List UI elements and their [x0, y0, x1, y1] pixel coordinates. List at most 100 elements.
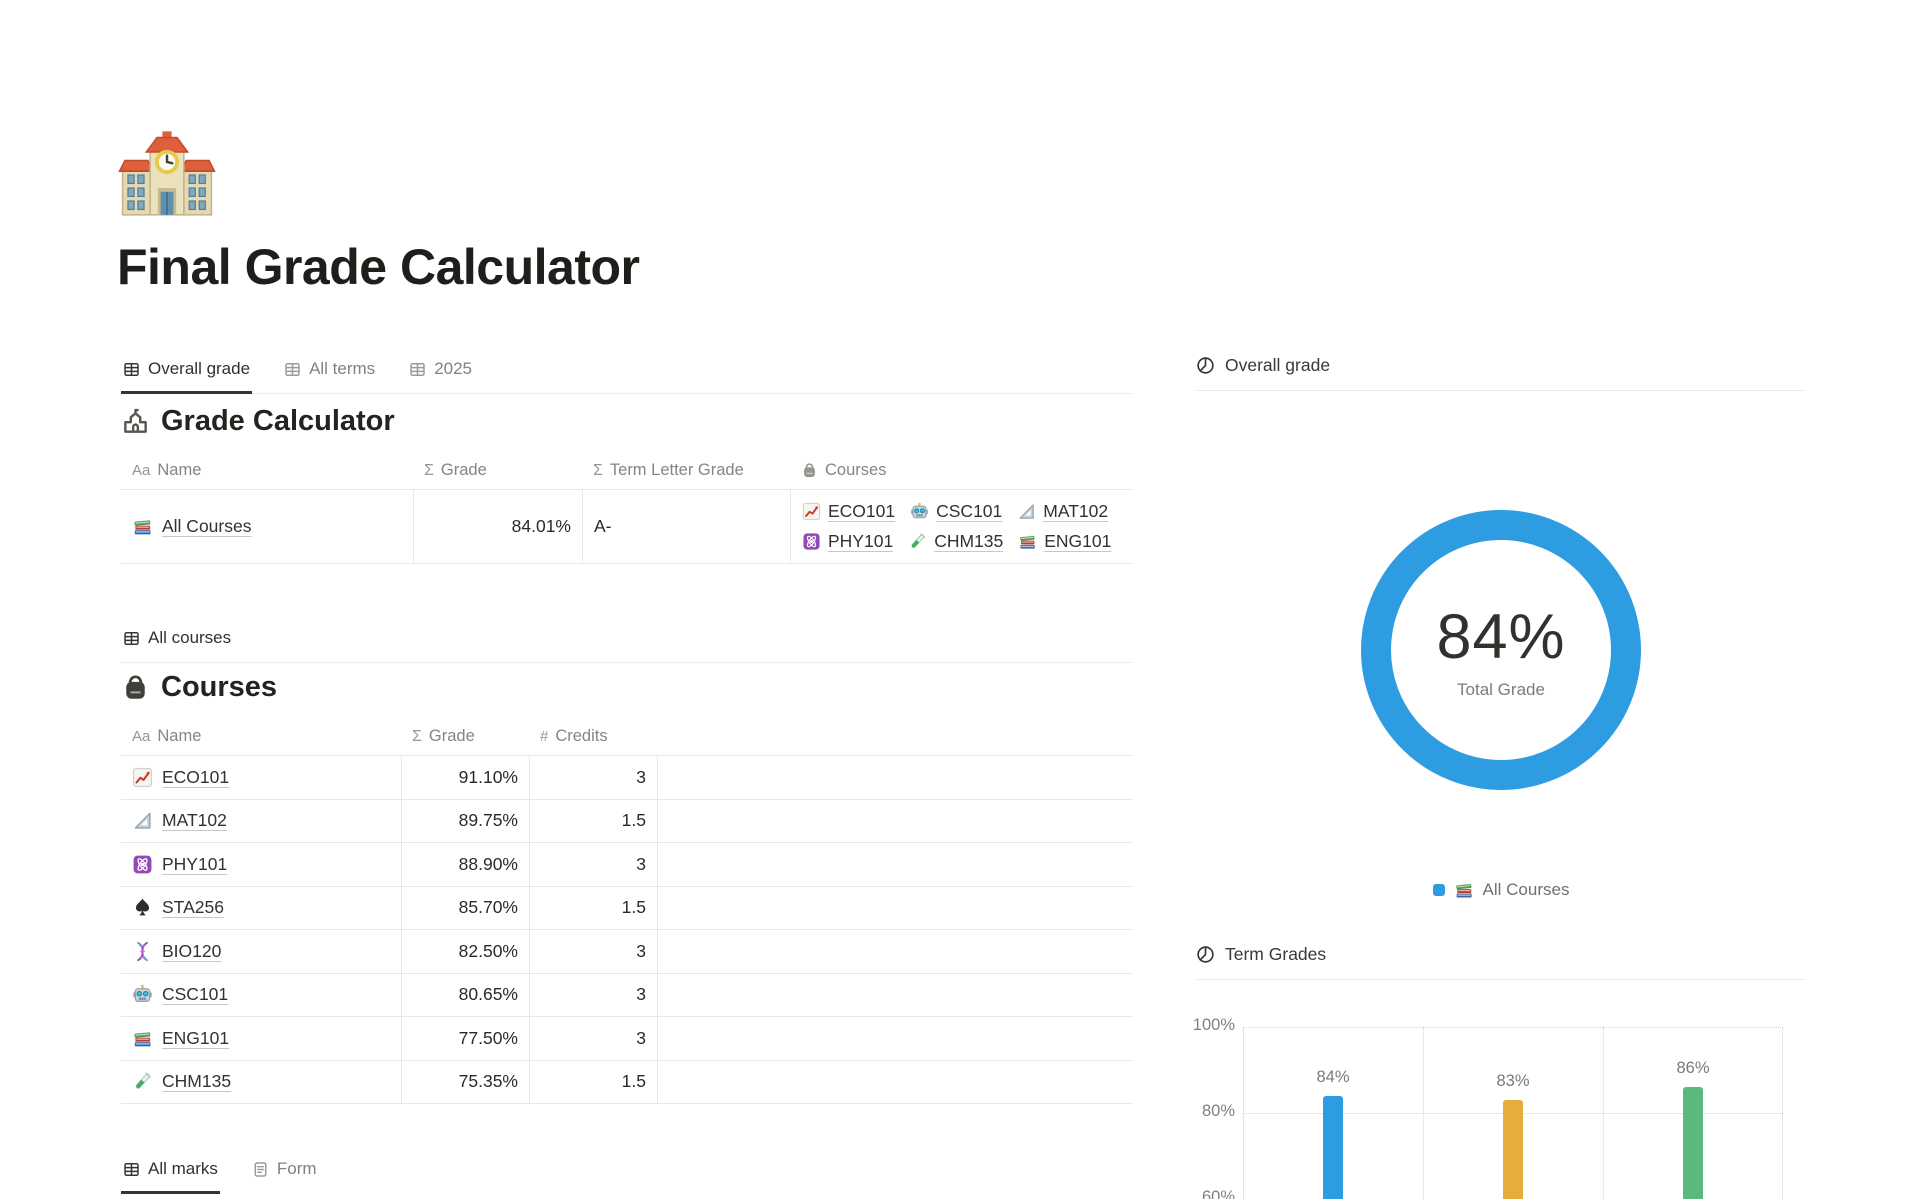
overall-grade-chart-header: Overall grade	[1196, 355, 1806, 391]
atom-icon	[802, 532, 821, 551]
tab-2025[interactable]: 2025	[407, 351, 474, 394]
tab-label: 2025	[434, 359, 473, 378]
column-header-grade[interactable]: Σ Grade	[412, 727, 475, 745]
all-courses-link[interactable]: All Courses	[132, 516, 251, 537]
ytick-80: 80%	[1201, 1102, 1235, 1120]
course-link-bio120[interactable]: BIO120	[132, 941, 221, 962]
tab-all-courses[interactable]: All courses	[121, 620, 233, 663]
course-grade-cell[interactable]: 85.70%	[401, 886, 529, 929]
bar-term2[interactable]	[1503, 1100, 1523, 1199]
course-link-mat102[interactable]: MAT102	[1017, 501, 1108, 522]
grade-cell[interactable]: 84.01%	[413, 490, 582, 563]
table-icon	[123, 630, 140, 647]
school-emoji-icon[interactable]	[118, 126, 216, 224]
course-grade-cell[interactable]: 91.10%	[401, 756, 529, 799]
course-link-eng101[interactable]: ENG101	[1018, 531, 1111, 552]
course-grade-cell[interactable]: 75.35%	[401, 1060, 529, 1103]
column-header-name[interactable]: Aa Name	[132, 727, 202, 745]
course-link-phy101[interactable]: PHY101	[802, 531, 893, 552]
books-icon	[1018, 532, 1037, 551]
triangular-ruler-icon	[1017, 502, 1036, 521]
tab-label: All courses	[148, 628, 232, 647]
course-link-eng101[interactable]: ENG101	[132, 1028, 229, 1049]
bar-value-label: 84%	[1316, 1067, 1350, 1086]
course-credits-cell[interactable]: 3	[529, 973, 657, 1016]
bar-column-term1: 84%	[1243, 1027, 1423, 1199]
column-separator	[1423, 1027, 1424, 1199]
tab-overall-grade[interactable]: Overall grade	[121, 351, 253, 394]
column-header-grade[interactable]: Σ Grade	[424, 461, 487, 479]
course-link-phy101[interactable]: PHY101	[132, 854, 227, 875]
course-grade-cell[interactable]: 88.90%	[401, 843, 529, 886]
text-type-icon: Aa	[132, 462, 151, 479]
table-row: BIO120 82.50% 3	[121, 930, 1133, 974]
course-credits-cell[interactable]: 3	[529, 756, 657, 799]
legend-color-swatch	[1432, 884, 1445, 896]
column-header-courses[interactable]: Courses	[790, 452, 1133, 489]
courses-heading: Courses	[121, 671, 277, 704]
table-row: All Courses 84.01% A- ECO101 CSC101 MAT1…	[121, 490, 1133, 564]
course-link-csc101[interactable]: CSC101	[132, 984, 228, 1005]
course-name-cell: BIO120	[121, 930, 401, 973]
page-title: Final Grade Calculator	[117, 239, 640, 295]
tab-all-marks[interactable]: All marks	[121, 1151, 220, 1194]
courses-table: Aa Name Σ Grade # Credits ECO101 91.10% 3 M…	[121, 718, 1133, 1104]
tab-all-terms[interactable]: All terms	[282, 351, 377, 394]
course-credits-cell[interactable]: 3	[529, 930, 657, 973]
course-grade-cell[interactable]: 77.50%	[401, 1017, 529, 1060]
table-icon	[123, 361, 140, 378]
course-link-chm135[interactable]: CHM135	[908, 531, 1003, 552]
bar-column-term2: 83%	[1423, 1027, 1603, 1199]
view-tabs: Overall grade All terms 2025	[121, 351, 1133, 394]
document-icon	[252, 1161, 269, 1178]
course-credits-cell[interactable]: 1.5	[529, 799, 657, 842]
empty-cell	[657, 973, 1133, 1016]
course-link-mat102[interactable]: MAT102	[132, 810, 227, 831]
bar-term1[interactable]	[1323, 1095, 1343, 1199]
overall-grade-donut-ring[interactable]: 84% Total Grade	[1361, 510, 1641, 790]
table-header-row: Aa Name Σ Grade # Credits	[121, 718, 1133, 756]
course-credits-cell[interactable]: 1.5	[529, 886, 657, 929]
chart-increasing-icon	[802, 502, 821, 521]
empty-cell	[657, 930, 1133, 973]
column-header-term-letter-grade[interactable]: Σ Term Letter Grade	[593, 461, 744, 479]
donut-center-value: 84%	[1436, 601, 1566, 672]
empty-header-cell	[657, 718, 1133, 755]
test-tube-icon	[908, 532, 927, 551]
courses-title: Courses	[161, 671, 278, 703]
course-link-eco101[interactable]: ECO101	[802, 501, 895, 522]
tab-form[interactable]: Form	[250, 1151, 319, 1194]
column-header-credits[interactable]: # Credits	[540, 727, 608, 745]
course-grade-cell[interactable]: 89.75%	[401, 799, 529, 842]
grade-calculator-heading: Grade Calculator	[121, 405, 395, 438]
course-name-cell: STA256	[121, 887, 401, 930]
empty-cell	[657, 886, 1133, 929]
course-link-csc101[interactable]: CSC101	[910, 501, 1002, 522]
table-header-row: Aa Name Σ Grade Σ Term Letter Grade Courses	[121, 452, 1133, 490]
course-link-eco101[interactable]: ECO101	[132, 767, 229, 788]
table-row: CSC101 80.65% 3	[121, 973, 1133, 1017]
sigma-icon: Σ	[412, 727, 422, 745]
books-icon	[1454, 880, 1474, 900]
column-header-name[interactable]: Aa Name	[132, 461, 202, 479]
tab-label: Overall grade	[148, 359, 251, 378]
marks-view-tabs: All marks Form	[121, 1151, 1133, 1194]
course-link-sta256[interactable]: STA256	[132, 897, 224, 918]
plot-left-edge	[1243, 1027, 1244, 1199]
bar-term3[interactable]	[1683, 1087, 1703, 1199]
table-icon	[409, 361, 426, 378]
table-icon	[123, 1161, 140, 1178]
backpack-icon	[801, 462, 818, 479]
course-grade-cell[interactable]: 80.65%	[401, 973, 529, 1016]
course-grade-cell[interactable]: 82.50%	[401, 930, 529, 973]
table-row: ECO101 91.10% 3	[121, 756, 1133, 800]
ytick-60: 60%	[1201, 1188, 1235, 1199]
course-credits-cell[interactable]: 3	[529, 843, 657, 886]
bar-column-term3: 86%	[1603, 1027, 1783, 1199]
course-link-chm135[interactable]: CHM135	[132, 1071, 231, 1092]
term-letter-grade-cell[interactable]: A-	[582, 490, 790, 563]
overall-grade-chart-title: Overall grade	[1225, 355, 1331, 375]
tab-label: Form	[276, 1159, 317, 1178]
course-credits-cell[interactable]: 3	[529, 1017, 657, 1060]
course-credits-cell[interactable]: 1.5	[529, 1060, 657, 1103]
